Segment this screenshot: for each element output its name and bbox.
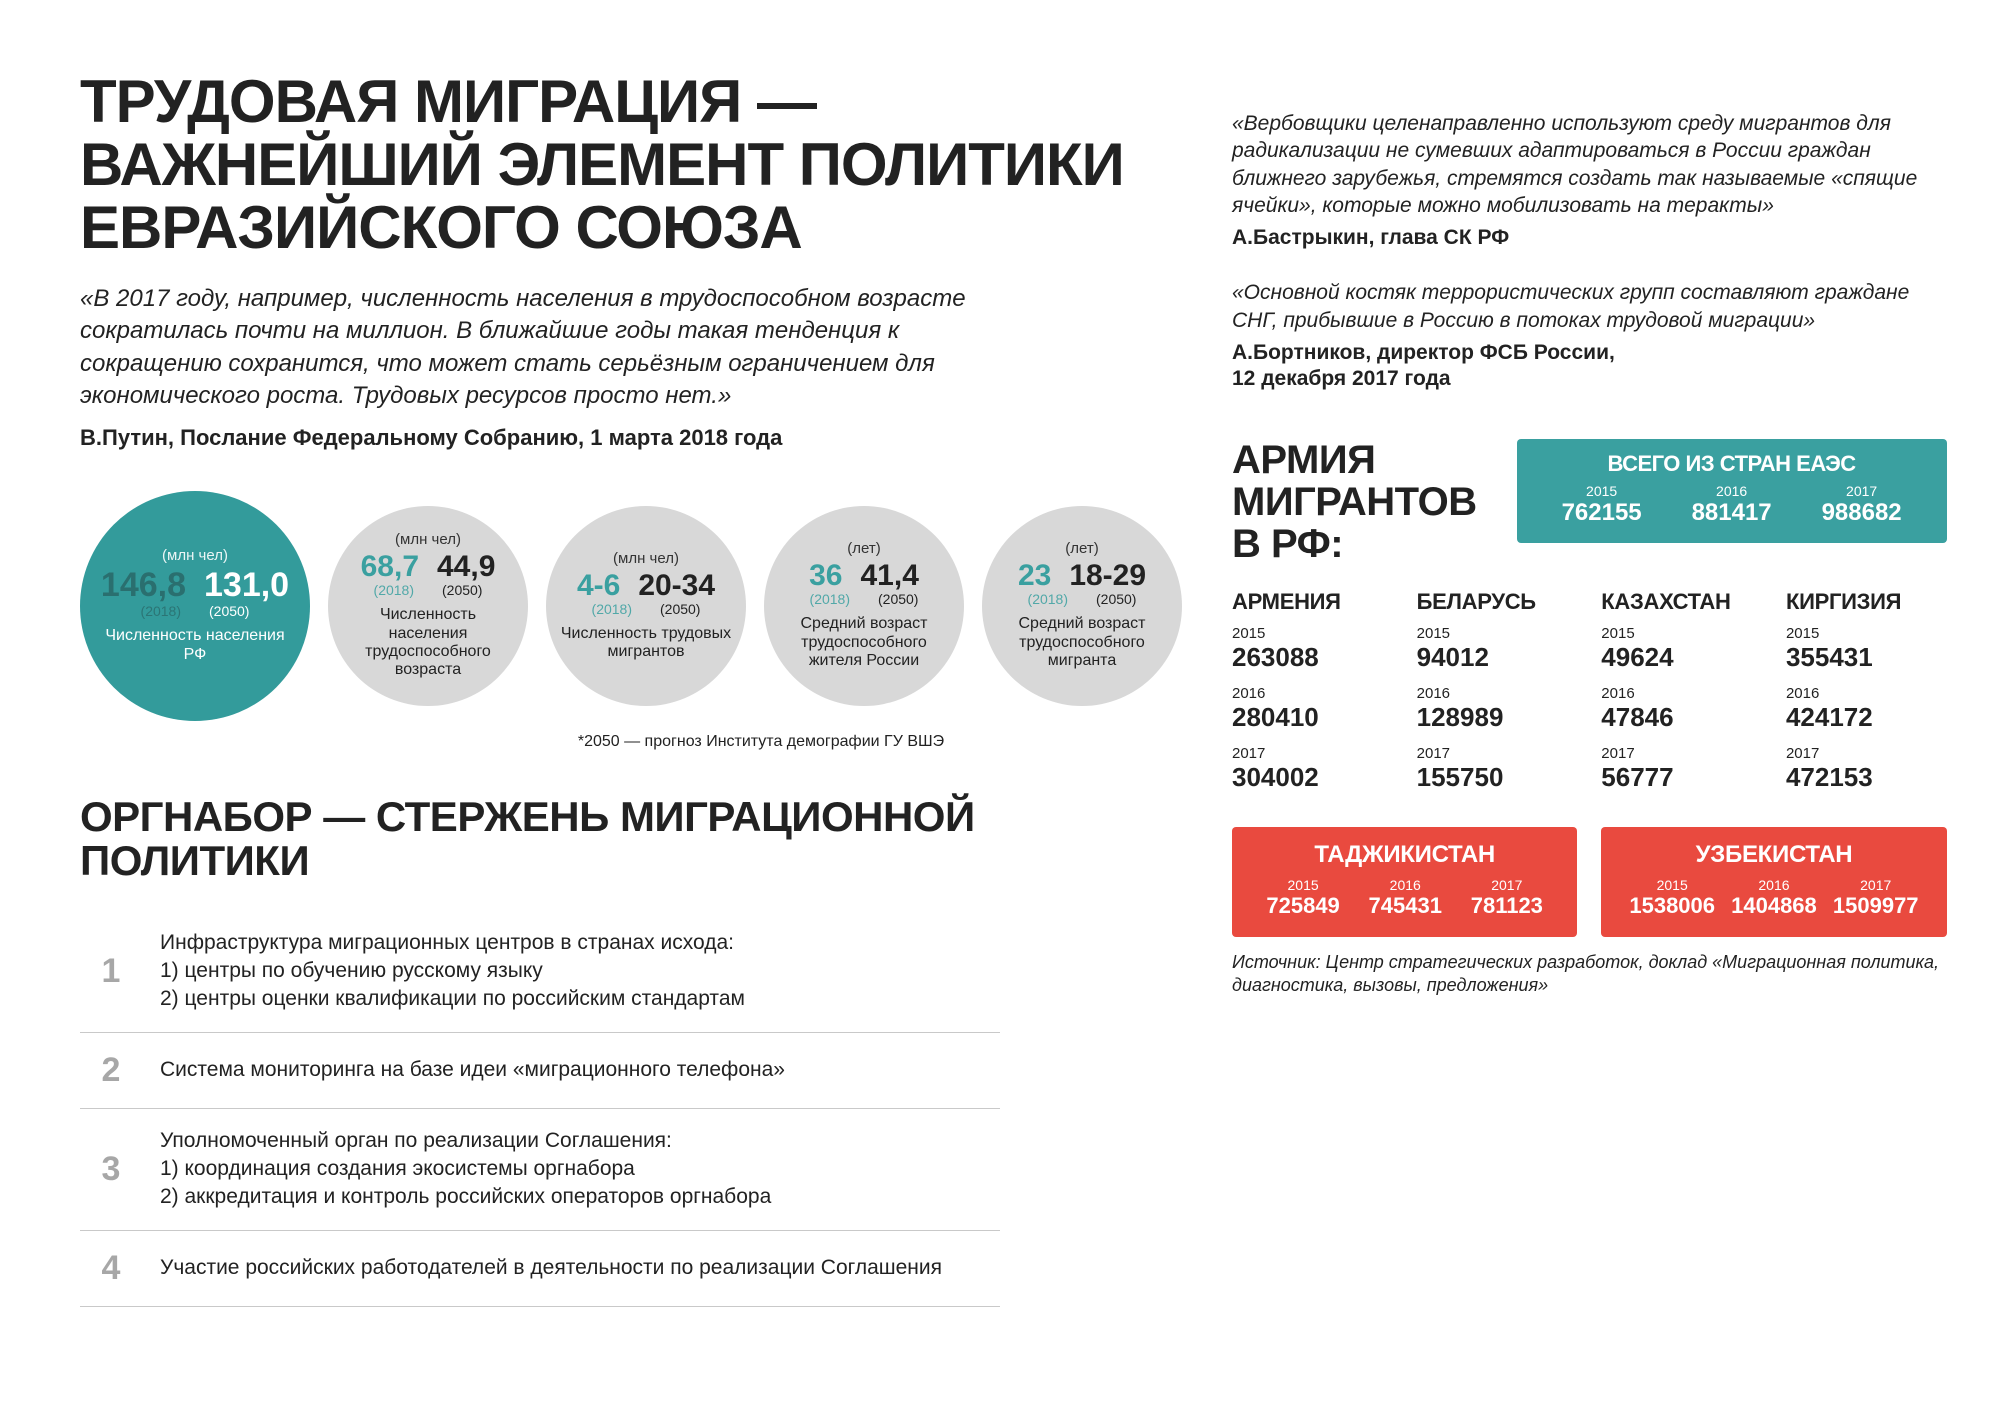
orgnabor-number: 1 [80, 952, 142, 991]
circle-label: Численность трудовых мигрантов [546, 625, 746, 662]
country-name: КИРГИЗИЯ [1786, 589, 1947, 615]
right-quote: «Основной костяк террористических групп … [1232, 279, 1947, 334]
orgnabor-item: 4Участие российских работодателей в деят… [80, 1231, 1000, 1307]
country-year-block: 201594012 [1417, 625, 1578, 673]
orgnabor-number: 3 [80, 1150, 142, 1189]
circles-row: (млн чел)146,8131,0(2018)(2050)Численнос… [80, 491, 1182, 721]
circle-label: Численность населения трудоспособного во… [328, 606, 528, 680]
total-label: ВСЕГО ИЗ СТРАН ЕАЭС [1537, 451, 1927, 477]
red-cell: 20171509977 [1833, 877, 1919, 919]
red-country-name: УЗБЕКИСТАН [1621, 841, 1926, 869]
orgnabor-item: 2Система мониторинга на базе идеи «мигра… [80, 1033, 1000, 1109]
country-name: КАЗАХСТАН [1601, 589, 1762, 615]
circle-values: 68,744,9 [361, 550, 496, 584]
circle-years: (2018)(2050) [592, 601, 701, 617]
army-title: АРМИЯ МИГРАНТОВ В РФ: [1232, 439, 1477, 565]
total-col: 2015762155 [1562, 483, 1642, 527]
circle-years: (2018)(2050) [141, 603, 250, 619]
countries-grid: АРМЕНИЯ 2015263088 2016280410 2017304002 БЕЛ… [1232, 589, 1947, 805]
red-cell: 2017781123 [1471, 877, 1543, 919]
country-year-block: 2017472153 [1786, 745, 1947, 793]
circle-values: 4-620-34 [577, 569, 715, 603]
total-row: 2015762155 2016881417 2017988682 [1537, 483, 1927, 527]
circle-unit: (лет) [1065, 540, 1098, 557]
circle-values: 146,8131,0 [101, 566, 289, 605]
red-cells: 20151538006 20161404868 20171509977 [1621, 877, 1926, 919]
right-column: «Вербовщики целенаправленно используют с… [1232, 70, 1947, 1307]
country-year-block: 201549624 [1601, 625, 1762, 673]
country-year-block: 2016280410 [1232, 685, 1393, 733]
red-countries-row: ТАДЖИКИСТАН 2015725849 2016745431 201778112… [1232, 827, 1947, 937]
orgnabor-number: 2 [80, 1051, 142, 1090]
red-cell: 20161404868 [1731, 877, 1817, 919]
left-column: ТРУДОВАЯ МИГРАЦИЯ — ВАЖНЕЙШИЙ ЭЛЕМЕНТ ПО… [80, 70, 1182, 1307]
orgnabor-text: Уполномоченный орган по реализации Согла… [142, 1127, 1000, 1212]
red-cells: 2015725849 2016745431 2017781123 [1252, 877, 1557, 919]
right-attribution: А.Бастрыкин, глава СК РФ [1232, 225, 1947, 251]
right-quotes: «Вербовщики целенаправленно используют с… [1232, 110, 1947, 393]
orgnabor-number: 4 [80, 1249, 142, 1288]
country-year-block: 2015263088 [1232, 625, 1393, 673]
stat-circle: (млн чел) 146,8131,0(2018)(2050) Численнос… [80, 491, 310, 721]
army-head: АРМИЯ МИГРАНТОВ В РФ: ВСЕГО ИЗ СТРАН ЕАЭ… [1232, 439, 1947, 565]
total-col: 2017988682 [1822, 483, 1902, 527]
orgnabor-title: ОРГНАБОР — СТЕРЖЕНЬ МИГРАЦИОННОЙ ПОЛИТИК… [80, 795, 1182, 883]
right-attribution: А.Бортников, директор ФСБ России,12 дека… [1232, 340, 1947, 393]
circle-years: (2018)(2050) [1028, 591, 1137, 607]
country-year-block: 2016128989 [1417, 685, 1578, 733]
stat-circle: (лет) 2318-29(2018)(2050) Средний возраст … [982, 506, 1182, 706]
main-attribution: В.Путин, Послание Федеральному Собранию,… [80, 425, 1182, 451]
circles-footnote: *2050 — прогноз Института демографии ГУ … [340, 733, 1182, 751]
total-col: 2016881417 [1692, 483, 1772, 527]
country-block: КИРГИЗИЯ 2015355431 2016424172 2017472153 [1786, 589, 1947, 805]
circle-label: Средний возраст трудоспособного жителя Р… [764, 615, 964, 670]
country-year-block: 2016424172 [1786, 685, 1947, 733]
circle-unit: (млн чел) [395, 531, 461, 548]
orgnabor-text: Система мониторинга на базе идеи «миграц… [142, 1056, 1000, 1084]
red-country-name: ТАДЖИКИСТАН [1252, 841, 1557, 869]
red-country-box: ТАДЖИКИСТАН 2015725849 2016745431 201778112… [1232, 827, 1577, 937]
country-year-block: 2017155750 [1417, 745, 1578, 793]
circle-values: 2318-29 [1018, 559, 1146, 593]
main-title: ТРУДОВАЯ МИГРАЦИЯ — ВАЖНЕЙШИЙ ЭЛЕМЕНТ ПО… [80, 70, 1182, 259]
orgnabor-item: 3Уполномоченный орган по реализации Согл… [80, 1109, 1000, 1231]
circle-years: (2018)(2050) [374, 582, 483, 598]
circle-unit: (млн чел) [162, 547, 228, 564]
red-cell: 2016745431 [1369, 877, 1442, 919]
country-name: АРМЕНИЯ [1232, 589, 1393, 615]
right-quote-block: «Основной костяк террористических групп … [1232, 279, 1947, 392]
country-name: БЕЛАРУСЬ [1417, 589, 1578, 615]
circle-label: Средний возраст трудоспособного мигранта [982, 615, 1182, 670]
main-quote: «В 2017 году, например, численность насе… [80, 283, 980, 413]
orgnabor-item: 1Инфраструктура миграционных центров в с… [80, 911, 1000, 1033]
circle-label: Численность населения РФ [80, 627, 310, 664]
country-year-block: 2015355431 [1786, 625, 1947, 673]
stat-circle: (млн чел) 4-620-34(2018)(2050) Численность… [546, 506, 746, 706]
orgnabor-text: Участие российских работодателей в деяте… [142, 1254, 1000, 1282]
country-year-block: 2017304002 [1232, 745, 1393, 793]
country-year-block: 201756777 [1601, 745, 1762, 793]
right-quote-block: «Вербовщики целенаправленно используют с… [1232, 110, 1947, 251]
circle-unit: (лет) [847, 540, 880, 557]
stat-circle: (лет) 3641,4(2018)(2050) Средний возраст т… [764, 506, 964, 706]
country-block: БЕЛАРУСЬ 201594012 2016128989 2017155750 [1417, 589, 1578, 805]
red-cell: 20151538006 [1629, 877, 1715, 919]
red-cell: 2015725849 [1266, 877, 1339, 919]
page: ТРУДОВАЯ МИГРАЦИЯ — ВАЖНЕЙШИЙ ЭЛЕМЕНТ ПО… [0, 0, 2000, 1357]
orgnabor-list: 1Инфраструктура миграционных центров в с… [80, 911, 1000, 1307]
country-block: КАЗАХСТАН 201549624 201647846 201756777 [1601, 589, 1762, 805]
army-total-box: ВСЕГО ИЗ СТРАН ЕАЭС201576215520168814172… [1517, 439, 1947, 543]
source-note: Источник: Центр стратегических разработо… [1232, 951, 1947, 998]
stat-circle: (млн чел) 68,744,9(2018)(2050) Численность… [328, 506, 528, 706]
orgnabor-text: Инфраструктура миграционных центров в ст… [142, 929, 1000, 1014]
country-block: АРМЕНИЯ 2015263088 2016280410 2017304002 [1232, 589, 1393, 805]
country-year-block: 201647846 [1601, 685, 1762, 733]
circle-values: 3641,4 [809, 559, 919, 593]
red-country-box: УЗБЕКИСТАН 20151538006 20161404868 20171509… [1601, 827, 1946, 937]
right-quote: «Вербовщики целенаправленно используют с… [1232, 110, 1947, 219]
circle-years: (2018)(2050) [810, 591, 919, 607]
circle-unit: (млн чел) [613, 550, 679, 567]
